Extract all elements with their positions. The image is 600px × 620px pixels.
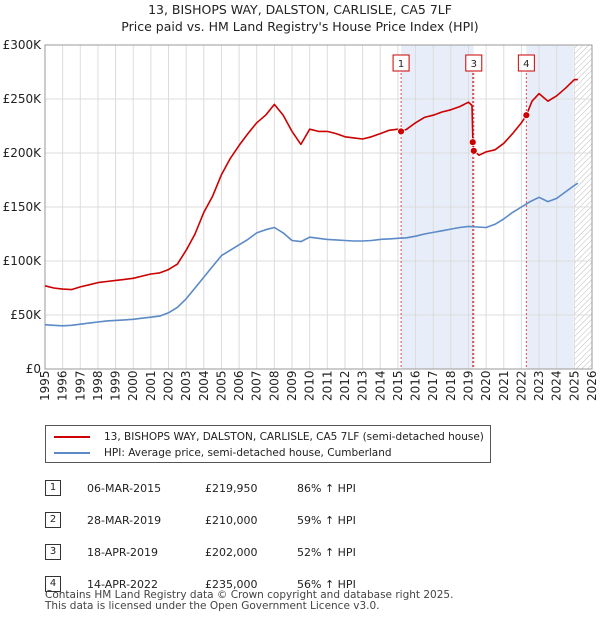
legend: 13, BISHOPS WAY, DALSTON, CARLISLE, CA5 … <box>45 425 491 463</box>
x-tick-label: 2014 <box>373 370 387 401</box>
legend-swatch-property <box>54 436 90 438</box>
table-row: 4 14-APR-2022 £235,000 56% ↑ HPI <box>45 568 356 600</box>
sale-date: 06-MAR-2015 <box>87 481 162 495</box>
x-tick-label: 2024 <box>550 370 564 401</box>
sale-price: £202,000 <box>205 545 258 559</box>
sale-point-4 <box>522 111 531 120</box>
hpi-line <box>44 182 579 327</box>
x-tick-label: 2015 <box>391 370 405 401</box>
sale-number-badge: 1 <box>45 480 61 496</box>
x-tick-label: 2003 <box>179 370 193 401</box>
sale-label-number: 1 <box>398 59 404 70</box>
sales-table: 1 06-MAR-2015 £219,950 86% ↑ HPI 2 28-MA… <box>45 472 356 600</box>
x-tick-label: 1996 <box>56 370 70 401</box>
sale-label-box <box>392 54 410 72</box>
x-tick-label: 2019 <box>461 370 475 401</box>
chart-title-line1: 13, BISHOPS WAY, DALSTON, CARLISLE, CA5 … <box>148 2 452 17</box>
sale-number-badge: 4 <box>45 576 61 592</box>
sale-price: £235,000 <box>205 577 258 591</box>
sale-number-badge: 3 <box>45 544 61 560</box>
sale-date: 14-APR-2022 <box>87 577 159 591</box>
x-tick-label: 2002 <box>162 370 176 401</box>
y-tick-label: £0 <box>26 362 41 376</box>
y-tick-label: £300K <box>3 38 43 52</box>
sale-hpi-delta: 56% ↑ HPI <box>297 577 356 591</box>
x-tick-label: 1998 <box>91 370 105 401</box>
footer-copyright: Contains HM Land Registry data © Crown c… <box>45 589 454 601</box>
footer: Contains HM Land Registry data © Crown c… <box>45 590 453 612</box>
sale-label-box <box>517 54 535 72</box>
legend-label-hpi: HPI: Average price, semi-detached house,… <box>104 447 392 459</box>
sale-hpi-delta: 59% ↑ HPI <box>297 513 356 527</box>
plot-frame <box>44 44 593 370</box>
legend-label-property: 13, BISHOPS WAY, DALSTON, CARLISLE, CA5 … <box>104 431 484 443</box>
sale-point-2 <box>468 138 477 147</box>
x-tick-label: 2025 <box>567 370 581 401</box>
sale-hpi-delta: 86% ↑ HPI <box>297 481 356 495</box>
x-tick-label: 2017 <box>426 370 440 401</box>
sale-label-box <box>465 54 483 72</box>
legend-swatch-hpi <box>54 452 90 454</box>
x-tick-label: 2020 <box>479 370 493 401</box>
sale-date: 28-MAR-2019 <box>87 513 162 527</box>
y-tick-label: £150K <box>3 200 43 214</box>
x-tick-label: 2012 <box>338 370 352 401</box>
x-tick-label: 2016 <box>409 370 423 401</box>
x-tick-label: 2000 <box>126 370 140 401</box>
footer-licence: This data is licensed under the Open Gov… <box>45 600 380 612</box>
x-tick-label: 2021 <box>497 370 511 401</box>
x-tick-label: 1995 <box>38 370 52 401</box>
x-tick-label: 2011 <box>320 370 334 401</box>
sale-label-number: 4 <box>523 59 529 70</box>
sale-price: £210,000 <box>205 513 258 527</box>
table-row: 3 18-APR-2019 £202,000 52% ↑ HPI <box>45 536 356 568</box>
sale-number-badge: 2 <box>45 512 61 528</box>
sale-point-1 <box>397 127 405 136</box>
y-tick-label: £50K <box>10 308 42 322</box>
y-tick-label: £200K <box>3 146 43 160</box>
chart-title-line2: Price paid vs. HM Land Registry's House … <box>121 19 479 34</box>
sale-point-3 <box>469 146 478 155</box>
x-tick-label: 2008 <box>267 370 281 401</box>
x-tick-label: 2007 <box>250 370 264 401</box>
x-tick-label: 2013 <box>356 370 370 401</box>
legend-item-hpi: HPI: Average price, semi-detached house,… <box>54 446 392 460</box>
sale-date: 18-APR-2019 <box>87 545 159 559</box>
property-price-line <box>44 78 578 291</box>
sale-hpi-delta: 52% ↑ HPI <box>297 545 356 559</box>
table-row: 2 28-MAR-2019 £210,000 59% ↑ HPI <box>45 504 356 536</box>
legend-item-property: 13, BISHOPS WAY, DALSTON, CARLISLE, CA5 … <box>54 430 484 444</box>
x-tick-label: 2005 <box>214 370 228 401</box>
x-tick-label: 2023 <box>532 370 546 401</box>
sale-label-number: 3 <box>471 59 477 70</box>
x-tick-label: 1997 <box>73 370 87 401</box>
x-tick-label: 2006 <box>232 370 246 401</box>
x-tick-label: 2001 <box>144 370 158 401</box>
x-tick-label: 2009 <box>285 370 299 401</box>
x-tick-label: 2010 <box>303 370 317 401</box>
y-tick-label: £100K <box>3 254 43 268</box>
x-tick-label: 2004 <box>197 370 211 401</box>
x-tick-label: 1999 <box>109 370 123 401</box>
y-tick-label: £250K <box>3 92 43 106</box>
x-tick-label: 2026 <box>585 370 599 401</box>
x-tick-label: 2022 <box>514 370 528 401</box>
x-tick-label: 2018 <box>444 370 458 401</box>
table-row: 1 06-MAR-2015 £219,950 86% ↑ HPI <box>45 472 356 504</box>
sale-price: £219,950 <box>205 481 258 495</box>
